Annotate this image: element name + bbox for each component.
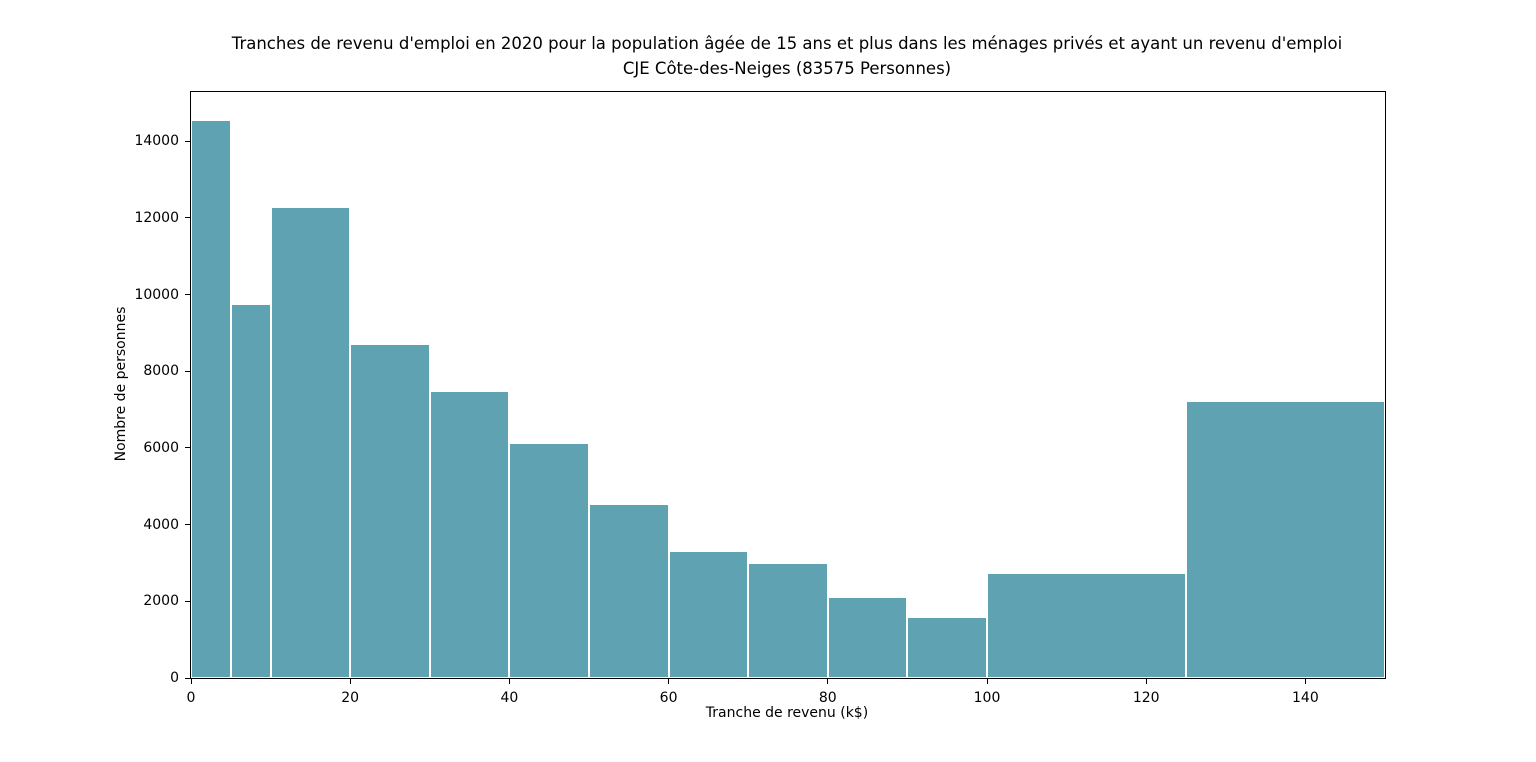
y-axis-tick-label: 12000 bbox=[134, 209, 179, 226]
y-axis-tick bbox=[185, 140, 190, 142]
y-axis-tick bbox=[185, 370, 190, 372]
y-axis-tick bbox=[185, 600, 190, 602]
x-axis-tick bbox=[349, 679, 351, 684]
histogram-bar bbox=[270, 207, 351, 678]
x-axis-tick-label: 60 bbox=[659, 690, 678, 706]
y-axis-tick bbox=[185, 447, 190, 449]
histogram-bar bbox=[668, 551, 749, 678]
x-axis-tick bbox=[668, 679, 670, 684]
x-axis-tick bbox=[190, 679, 192, 684]
x-axis-tick-label: 140 bbox=[1292, 690, 1319, 706]
histogram-bar bbox=[350, 344, 430, 678]
x-axis-tick bbox=[1145, 679, 1147, 684]
y-axis-tick-label: 8000 bbox=[143, 363, 179, 380]
y-axis-tick-label: 10000 bbox=[134, 286, 179, 303]
histogram-bar bbox=[907, 616, 987, 678]
x-axis-tick-label: 20 bbox=[341, 690, 360, 706]
x-axis-tick-label: 0 bbox=[186, 690, 196, 706]
y-axis-tick bbox=[185, 294, 190, 295]
histogram-bar bbox=[429, 391, 510, 678]
x-axis-tick bbox=[986, 679, 988, 684]
histogram-bar bbox=[987, 572, 1186, 678]
y-axis-tick-label: 14000 bbox=[134, 133, 179, 150]
histogram-bar bbox=[509, 443, 589, 678]
x-axis-tick-label: 100 bbox=[973, 690, 1001, 706]
y-axis-tick-label: 2000 bbox=[143, 593, 179, 610]
histogram-bar bbox=[230, 304, 271, 678]
x-axis-label: Tranche de revenu (k$) bbox=[705, 705, 869, 721]
histogram-bar bbox=[748, 562, 828, 678]
y-axis-tick bbox=[185, 217, 190, 219]
x-axis-tick bbox=[508, 679, 510, 684]
y-axis-tick-label: 0 bbox=[170, 670, 179, 686]
x-axis-tick-label: 40 bbox=[500, 690, 519, 706]
chart-title: Tranches de revenu d'emploi en 2020 pour… bbox=[190, 31, 1384, 81]
histogram-bar bbox=[827, 597, 908, 678]
chart-title-line-1: Tranches de revenu d'emploi en 2020 pour… bbox=[231, 34, 1343, 53]
histogram-bar bbox=[589, 504, 669, 678]
y-axis-tick bbox=[185, 524, 190, 526]
x-axis-tick-label: 120 bbox=[1132, 690, 1160, 706]
plot-area: 0 2000 4000 6000 8000 10000 12000 14000 0 20 40 60 8… bbox=[134, 91, 1386, 706]
y-axis-tick-label: 6000 bbox=[143, 439, 179, 456]
x-axis-tick bbox=[827, 679, 829, 684]
y-axis-tick bbox=[185, 677, 190, 679]
y-axis-tick-label: 4000 bbox=[143, 516, 179, 533]
x-axis-tick bbox=[1304, 679, 1306, 684]
histogram-bar bbox=[191, 120, 231, 678]
x-axis-tick-label: 80 bbox=[818, 690, 837, 706]
histogram-bar bbox=[1186, 400, 1385, 678]
chart-title-line-2: CJE Côte-des-Neiges (83575 Personnes) bbox=[622, 59, 952, 78]
